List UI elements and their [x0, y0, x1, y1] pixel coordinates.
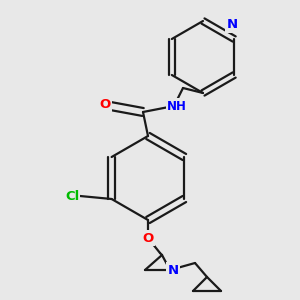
Text: NH: NH — [167, 100, 187, 112]
Text: Cl: Cl — [65, 190, 79, 202]
Text: O: O — [142, 232, 154, 244]
Text: N: N — [226, 19, 238, 32]
Text: N: N — [167, 263, 178, 277]
Text: O: O — [99, 98, 111, 112]
